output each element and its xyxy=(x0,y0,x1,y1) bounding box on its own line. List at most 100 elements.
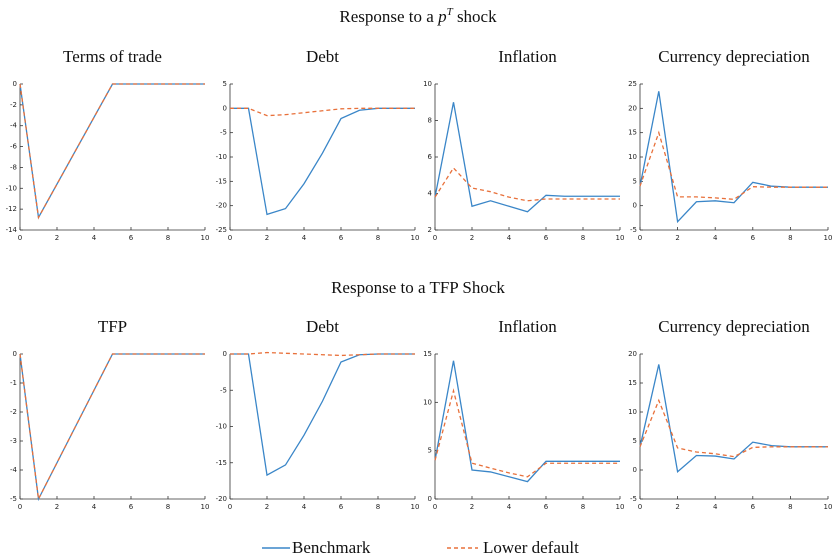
x-tick-label: 8 xyxy=(376,503,380,511)
y-tick-label: -5 xyxy=(630,495,637,503)
y-tick-label: 15 xyxy=(423,350,432,358)
y-tick-label: 15 xyxy=(628,379,637,387)
x-tick-label: 4 xyxy=(507,234,512,242)
y-tick-label: 15 xyxy=(628,129,637,137)
x-tick-label: 4 xyxy=(92,234,97,242)
series-line xyxy=(230,353,415,477)
y-tick-label: -4 xyxy=(10,466,18,474)
series-line xyxy=(19,83,205,220)
y-tick-label: 0 xyxy=(428,495,432,503)
x-tick-label: 6 xyxy=(129,234,134,242)
x-tick-label: 8 xyxy=(376,234,380,242)
y-tick-label: 25 xyxy=(628,80,637,88)
x-tick-label: 8 xyxy=(788,234,792,242)
y-tick-label: 5 xyxy=(633,437,637,445)
legend-label: Benchmark xyxy=(292,538,371,557)
y-tick-label: 5 xyxy=(428,447,432,455)
y-tick-label: 0 xyxy=(223,104,227,112)
legend-label: Lower default xyxy=(483,538,579,557)
y-tick-label: -20 xyxy=(216,495,227,503)
x-tick-label: 6 xyxy=(339,503,344,511)
y-tick-label: 0 xyxy=(13,80,17,88)
section-title: Response to a pT shock xyxy=(339,6,497,26)
x-tick-label: 10 xyxy=(201,503,210,511)
x-tick-label: 2 xyxy=(265,234,269,242)
y-tick-label: -2 xyxy=(10,101,17,109)
x-tick-label: 6 xyxy=(544,234,549,242)
y-tick-label: 8 xyxy=(428,117,432,125)
y-tick-label: -14 xyxy=(6,226,18,234)
y-tick-label: -5 xyxy=(220,386,227,394)
x-tick-label: 10 xyxy=(616,234,625,242)
y-tick-label: -5 xyxy=(630,226,637,234)
x-tick-label: 8 xyxy=(166,234,170,242)
x-tick-label: 10 xyxy=(201,234,210,242)
y-tick-label: 5 xyxy=(223,80,227,88)
y-tick-label: 20 xyxy=(628,350,637,358)
chart-title: Debt xyxy=(306,47,339,66)
y-tick-label: -6 xyxy=(10,143,18,151)
x-tick-label: 4 xyxy=(713,503,718,511)
series-line xyxy=(639,91,828,224)
x-tick-label: 4 xyxy=(302,503,307,511)
section-title: Response to a TFP Shock xyxy=(331,278,505,297)
series-line xyxy=(639,364,828,473)
x-tick-label: 10 xyxy=(824,503,833,511)
y-tick-label: 5 xyxy=(633,177,637,185)
chart-title: Debt xyxy=(306,317,339,336)
y-tick-label: -2 xyxy=(10,408,17,416)
x-tick-label: 4 xyxy=(713,234,718,242)
y-tick-label: -5 xyxy=(10,495,17,503)
y-tick-label: 0 xyxy=(633,202,637,210)
series-line xyxy=(434,102,620,213)
x-tick-label: 6 xyxy=(129,503,134,511)
chart-title: Inflation xyxy=(498,47,557,66)
x-tick-label: 10 xyxy=(411,503,420,511)
y-tick-label: -10 xyxy=(6,184,17,192)
x-tick-label: 8 xyxy=(581,234,585,242)
x-tick-label: 6 xyxy=(751,503,756,511)
series-line xyxy=(434,388,620,478)
y-tick-label: 10 xyxy=(423,80,432,88)
chart-title: Terms of trade xyxy=(63,47,162,66)
x-tick-label: 2 xyxy=(470,234,474,242)
x-tick-label: 0 xyxy=(638,234,642,242)
x-tick-label: 8 xyxy=(166,503,170,511)
chart-title: Currency depreciation xyxy=(658,317,810,336)
x-tick-label: 0 xyxy=(638,503,642,511)
y-tick-label: -10 xyxy=(216,423,227,431)
section-title-rest: shock xyxy=(453,7,497,26)
series-line xyxy=(434,166,620,202)
x-tick-label: 2 xyxy=(675,234,679,242)
x-tick-label: 0 xyxy=(433,234,437,242)
section-title-symbol: p xyxy=(437,7,447,26)
y-tick-label: 6 xyxy=(428,153,433,161)
x-tick-label: 2 xyxy=(675,503,679,511)
y-tick-label: -1 xyxy=(10,379,17,387)
series-line xyxy=(639,398,828,458)
x-tick-label: 6 xyxy=(751,234,756,242)
y-tick-label: 0 xyxy=(13,350,17,358)
section-title-sup: T xyxy=(447,6,454,18)
y-tick-label: 0 xyxy=(633,466,637,474)
x-tick-label: 10 xyxy=(824,234,833,242)
x-tick-label: 0 xyxy=(228,503,232,511)
x-tick-label: 0 xyxy=(228,234,232,242)
x-tick-label: 10 xyxy=(616,503,625,511)
y-tick-label: -12 xyxy=(6,205,17,213)
x-tick-label: 0 xyxy=(433,503,437,511)
y-tick-label: 10 xyxy=(423,398,432,406)
y-tick-label: -15 xyxy=(216,459,227,467)
x-tick-label: 0 xyxy=(18,503,22,511)
y-tick-label: -10 xyxy=(216,153,227,161)
y-tick-label: -5 xyxy=(220,129,227,137)
x-tick-label: 2 xyxy=(55,234,59,242)
y-tick-label: 10 xyxy=(628,408,637,416)
y-tick-label: -3 xyxy=(10,437,17,445)
x-tick-label: 4 xyxy=(302,234,307,242)
y-tick-label: 4 xyxy=(428,190,433,198)
x-tick-label: 8 xyxy=(581,503,585,511)
x-tick-label: 2 xyxy=(265,503,269,511)
chart-title: Inflation xyxy=(498,317,557,336)
